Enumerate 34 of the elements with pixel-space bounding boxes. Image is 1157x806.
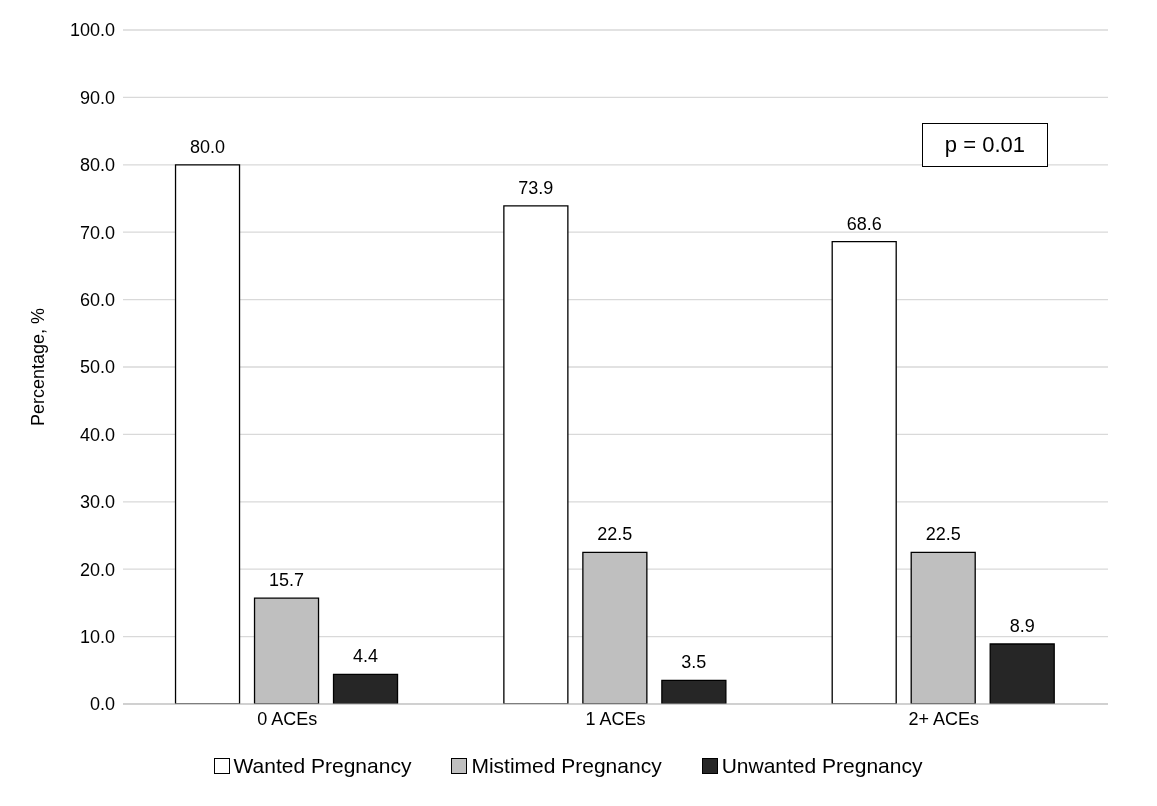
x-tick-label: 2+ ACEs — [908, 708, 980, 729]
data-label: 15.7 — [269, 570, 305, 591]
data-label: 22.5 — [597, 524, 633, 545]
bar — [174, 164, 241, 704]
bar — [503, 205, 569, 704]
data-label: 4.4 — [353, 646, 379, 667]
y-tick-label: 10.0 — [79, 626, 115, 647]
y-axis-title: Percentage, % — [28, 307, 49, 427]
x-tick-label: 0 ACEs — [257, 708, 318, 729]
bar — [661, 679, 727, 704]
data-label: 3.5 — [681, 652, 707, 673]
y-tick-label: 30.0 — [79, 492, 115, 513]
y-tick-label: 70.0 — [79, 222, 115, 243]
bar — [989, 643, 1055, 704]
y-tick-label: 90.0 — [79, 87, 115, 108]
data-label: 22.5 — [925, 524, 961, 545]
data-label: 80.0 — [190, 136, 226, 157]
y-tick-label: 80.0 — [79, 155, 115, 176]
data-label: 68.6 — [846, 213, 882, 234]
y-tick-label: 50.0 — [79, 357, 115, 378]
y-tick-label: 100.0 — [69, 20, 115, 41]
bar — [831, 240, 897, 704]
data-label: 8.9 — [1009, 616, 1035, 637]
legend-label: Wanted Pregnancy — [233, 754, 412, 778]
legend-label: Unwanted Pregnancy — [721, 754, 923, 778]
y-tick-label: 60.0 — [79, 289, 115, 310]
y-tick-label: 0.0 — [89, 694, 115, 715]
legend-label: Mistimed Pregnancy — [471, 754, 662, 778]
y-tick-label: 20.0 — [79, 559, 115, 580]
bar — [332, 673, 399, 704]
y-tick-label: 40.0 — [79, 424, 115, 445]
annotation: p = 0.01 — [921, 123, 1048, 167]
x-tick-label: 1 ACEs — [585, 708, 646, 729]
data-label: 73.9 — [518, 177, 554, 198]
